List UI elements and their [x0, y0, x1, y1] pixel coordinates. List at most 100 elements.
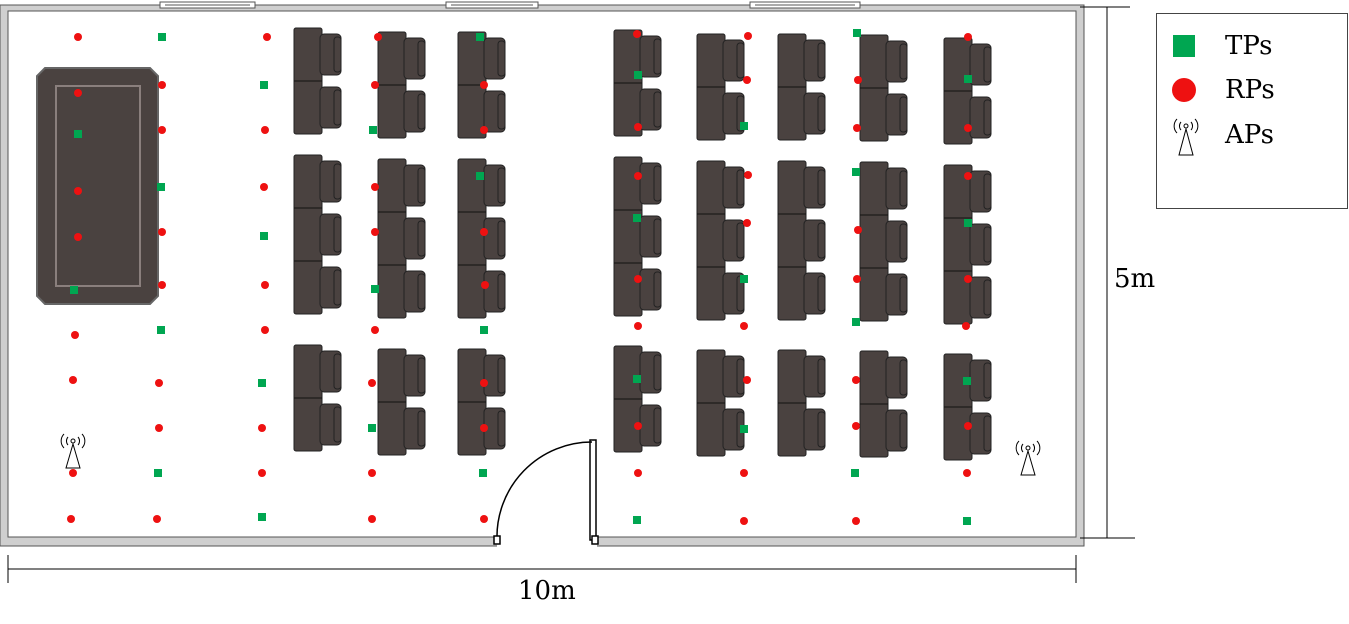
tp-point — [963, 517, 971, 525]
tp-point — [964, 219, 972, 227]
rp-point — [634, 123, 642, 131]
tp-point — [852, 318, 860, 326]
desk-group — [293, 27, 342, 135]
access-points — [60, 433, 1041, 476]
rp-point — [854, 76, 862, 84]
legend-label-tps: TPs — [1225, 31, 1273, 61]
desk-group — [457, 31, 506, 139]
rp-point — [371, 183, 379, 191]
rp-point — [371, 326, 379, 334]
rp-point — [74, 233, 82, 241]
rp-point — [155, 379, 163, 387]
rp-point — [158, 281, 166, 289]
rp-point — [634, 172, 642, 180]
rp-point — [964, 124, 972, 132]
rp-point — [368, 515, 376, 523]
tp-point — [480, 326, 488, 334]
tp-point — [634, 71, 642, 79]
rp-point — [634, 469, 642, 477]
tp-point — [476, 33, 484, 41]
rp-point — [480, 379, 488, 387]
desk-group — [457, 158, 506, 319]
rp-point — [480, 81, 488, 89]
tp-square-icon — [1173, 35, 1195, 57]
legend-item-aps: APs — [1157, 115, 1347, 156]
reference-points — [67, 30, 972, 525]
rp-point — [480, 424, 488, 432]
tp-point — [851, 469, 859, 477]
rp-point — [853, 275, 861, 283]
legend: TPs RPs APs — [1156, 13, 1348, 209]
desk-group — [613, 29, 662, 137]
tp-point — [157, 326, 165, 334]
rp-point — [258, 424, 266, 432]
rp-point — [853, 124, 861, 132]
rp-point — [852, 376, 860, 384]
tp-point — [852, 168, 860, 176]
tp-point — [853, 29, 861, 37]
desk-group — [777, 349, 826, 457]
tp-point — [476, 172, 484, 180]
rp-point — [74, 33, 82, 41]
rp-circle-icon — [1172, 78, 1196, 102]
rp-point — [261, 126, 269, 134]
rp-point — [634, 322, 642, 330]
legend-item-tps: TPs — [1157, 26, 1347, 66]
tp-point — [157, 183, 165, 191]
tp-point — [633, 516, 641, 524]
desk-group — [943, 164, 992, 325]
rp-point — [69, 376, 77, 384]
rp-point — [480, 228, 488, 236]
rp-point — [261, 326, 269, 334]
tp-point — [260, 232, 268, 240]
door — [493, 439, 599, 545]
width-label: 10m — [518, 576, 576, 606]
tp-point — [740, 425, 748, 433]
tp-point — [154, 469, 162, 477]
rp-point — [852, 517, 860, 525]
tp-point — [260, 81, 268, 89]
tp-point — [740, 122, 748, 130]
rp-point — [743, 219, 751, 227]
meeting-table — [36, 67, 159, 305]
tp-point — [740, 275, 748, 283]
rp-point — [258, 469, 266, 477]
desk-group — [377, 31, 426, 139]
rp-point — [962, 322, 970, 330]
tp-point — [258, 513, 266, 521]
tp-point — [633, 214, 641, 222]
rp-point — [69, 469, 77, 477]
rp-point — [155, 424, 163, 432]
tp-point — [369, 126, 377, 134]
rp-point — [158, 228, 166, 236]
rp-point — [480, 515, 488, 523]
rp-point — [480, 126, 488, 134]
height-label: 5m — [1114, 264, 1156, 294]
desk-group — [777, 160, 826, 321]
antenna-icon — [1173, 118, 1199, 156]
desk-groups — [293, 27, 992, 461]
rp-point — [263, 33, 271, 41]
rp-point — [743, 76, 751, 84]
rp-point — [964, 33, 972, 41]
rp-point — [74, 89, 82, 97]
rp-point — [633, 30, 641, 38]
rp-point — [963, 469, 971, 477]
rp-point — [374, 33, 382, 41]
rp-point — [71, 331, 79, 339]
desk-group — [457, 348, 506, 456]
legend-label-aps: APs — [1225, 120, 1274, 150]
tp-point — [258, 379, 266, 387]
desk-group — [613, 156, 662, 317]
rp-point — [634, 422, 642, 430]
rp-point — [261, 281, 269, 289]
ap-antenna-icon — [60, 433, 86, 469]
rp-point — [368, 469, 376, 477]
windows — [159, 1, 861, 9]
desk-group — [943, 37, 992, 145]
desk-group — [377, 348, 426, 456]
rp-point — [153, 515, 161, 523]
rp-point — [158, 126, 166, 134]
tp-point — [368, 424, 376, 432]
